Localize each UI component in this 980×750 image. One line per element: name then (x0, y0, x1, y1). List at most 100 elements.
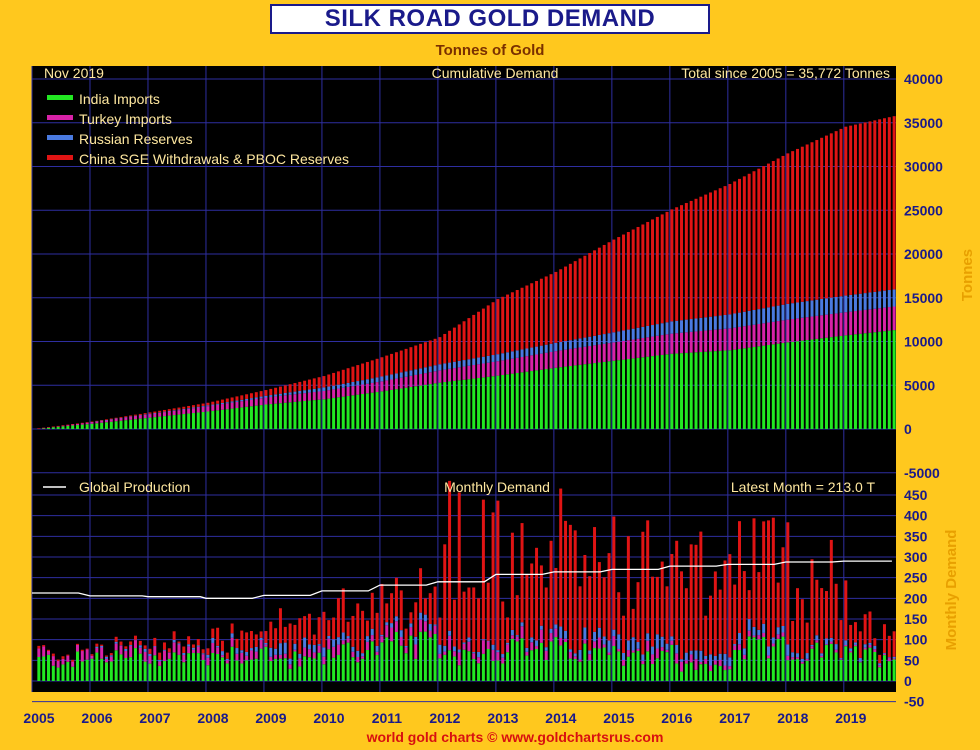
cumulative-bar-india (274, 403, 278, 429)
cumulative-bar-russia (800, 301, 804, 318)
cumulative-bar-russia (646, 325, 650, 338)
monthly-bar-russia (158, 659, 162, 662)
monthly-bar-china (622, 615, 626, 653)
cumulative-bar-russia (738, 312, 741, 327)
cumulative-bar-india (365, 393, 369, 429)
cumulative-bar-china (665, 211, 669, 323)
cumulative-bar-turkey (863, 309, 867, 334)
monthly-bar-china (462, 591, 466, 643)
cumulative-bar-india (399, 388, 403, 429)
monthly-bar-turkey (438, 653, 442, 659)
monthly-bar-turkey (399, 637, 403, 646)
monthly-bar-russia (709, 654, 712, 666)
monthly-bar-india (680, 671, 684, 681)
monthly-bar-india (882, 655, 886, 681)
cumulative-bar-china (206, 402, 210, 406)
monthly-bar-china (42, 645, 46, 647)
monthly-bar-russia (187, 644, 191, 647)
monthly-bar-russia (481, 639, 485, 641)
cumulative-bar-turkey (356, 385, 360, 395)
monthly-bar-turkey (269, 656, 273, 662)
cumulative-bar-china (346, 368, 350, 383)
cumulative-bar-china (651, 219, 655, 326)
monthly-bar-turkey (448, 635, 452, 651)
monthly-bar-russia (138, 645, 142, 648)
monthly-bar-china (568, 524, 572, 650)
cumulative-bar-russia (278, 393, 282, 396)
cumulative-bar-china (771, 161, 775, 307)
monthly-bar-turkey (380, 636, 384, 643)
monthly-bar-turkey (568, 652, 572, 659)
monthly-bar-russia (622, 652, 626, 660)
cumulative-bar-china (670, 209, 674, 322)
cumulative-bar-india (554, 367, 558, 429)
cumulative-bar-china (622, 234, 626, 331)
monthly-bar-turkey (206, 657, 210, 666)
monthly-bar-turkey (564, 638, 568, 642)
cumulative-bar-india (844, 335, 848, 429)
cumulative-bar-india (278, 403, 282, 429)
monthly-bar-russia (177, 643, 181, 645)
cumulative-bar-india (829, 337, 833, 429)
cumulative-bar-india (220, 409, 224, 429)
cumulative-bar-turkey (535, 354, 539, 371)
monthly-bar-turkey (259, 639, 263, 649)
monthly-bar-china (220, 640, 224, 652)
cumulative-bar-china (211, 401, 215, 405)
cumulative-bar-india (332, 397, 336, 429)
monthly-bar-india (196, 653, 200, 681)
cumulative-bar-india (762, 345, 766, 429)
monthly-bar-china (438, 617, 442, 645)
cumulative-bar-russia (390, 374, 394, 380)
cumulative-bar-china (472, 314, 476, 359)
cumulative-bar-india (187, 413, 191, 429)
cumulative-bar-india (651, 356, 655, 429)
cumulative-bar-india (873, 332, 877, 429)
monthly-bar-india (245, 660, 249, 681)
cumulative-bar-turkey (467, 365, 471, 380)
monthly-bar-russia (351, 646, 355, 652)
monthly-bar-turkey (230, 637, 234, 647)
monthly-bar-india (177, 654, 181, 681)
monthly-bar-india (626, 656, 630, 681)
cumulative-bar-china (390, 353, 394, 375)
cumulative-bar-china (95, 420, 99, 422)
monthly-bar-turkey (472, 653, 476, 659)
monthly-bar-india (201, 660, 205, 681)
cumulative-bar-turkey (506, 359, 510, 375)
monthly-bar-russia (486, 640, 490, 642)
monthly-bar-turkey (80, 651, 84, 662)
cumulative-bar-china (892, 116, 896, 290)
monthly-bar-turkey (844, 644, 848, 647)
cumulative-bar-india (660, 354, 664, 429)
x-tick-label: 2012 (429, 710, 460, 726)
cumulative-bar-turkey (365, 383, 369, 394)
monthly-bar-india (278, 658, 282, 681)
monthly-bar-turkey (191, 649, 195, 653)
monthly-bar-turkey (162, 650, 166, 662)
cumulative-bar-turkey (588, 346, 592, 364)
cumulative-bar-china (404, 348, 408, 372)
cumulative-bar-russia (472, 358, 476, 366)
monthly-bar-india (704, 663, 708, 681)
monthly-bar-turkey (109, 656, 113, 662)
monthly-bar-turkey (752, 635, 756, 638)
cumulative-bar-russia (496, 354, 500, 362)
monthly-bar-russia (443, 645, 447, 652)
monthly-bar-india (95, 652, 99, 681)
cumulative-bar-russia (486, 355, 490, 363)
cumulative-bar-china (56, 425, 60, 427)
cumulative-bar-india (138, 418, 142, 429)
cumulative-bar-india (863, 333, 867, 429)
monthly-bar-russia (887, 657, 891, 659)
monthly-bar-turkey (76, 644, 79, 652)
cumulative-bar-turkey (593, 345, 597, 364)
cumulative-bar-india (535, 370, 539, 429)
cumulative-bar-russia (124, 417, 128, 418)
monthly-bar-india (158, 665, 162, 681)
monthly-bar-china (665, 586, 669, 644)
monthly-bar-turkey (365, 641, 369, 651)
monthly-bar-turkey (346, 638, 350, 643)
monthly-bar-india (834, 652, 838, 681)
y-tick-label: -5000 (904, 465, 940, 481)
